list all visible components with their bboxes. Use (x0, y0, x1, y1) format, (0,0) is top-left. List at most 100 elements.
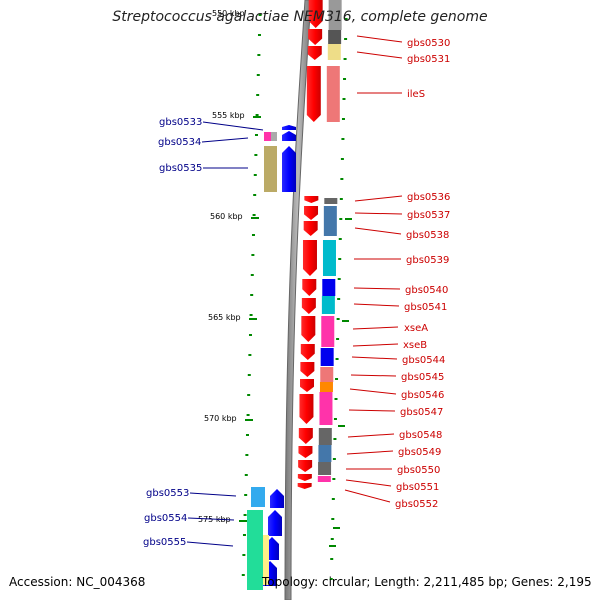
scale-tick (345, 218, 352, 220)
tick-mark (340, 158, 344, 160)
reverse-gene-arrow (297, 483, 312, 489)
gene-label[interactable]: gbs0537 (407, 210, 450, 221)
feature-block (318, 462, 332, 475)
tick-mark (331, 498, 335, 500)
tick-mark (333, 438, 337, 440)
tick-mark (341, 118, 345, 120)
gene-label[interactable]: gbs0545 (401, 372, 444, 383)
tick-mark (256, 74, 260, 76)
gene-label[interactable]: gbs0533 (159, 117, 202, 128)
tick-mark (253, 174, 257, 176)
feature-block (320, 348, 334, 366)
tick-mark (257, 54, 261, 56)
tick-marks (239, 14, 352, 580)
reverse-gene-arrow (302, 240, 317, 276)
gene-label[interactable]: gbs0546 (401, 390, 444, 401)
tick-mark (330, 558, 334, 560)
tick-mark (329, 578, 333, 580)
tick-mark (343, 78, 347, 80)
gene-labels-right: gbs0530 gbs0531 ileS gbs0536 gbs0537 gbs… (344, 35, 450, 510)
feature-block (319, 382, 333, 392)
feature-block (264, 132, 271, 141)
tick-mark (243, 514, 247, 516)
tick-mark (241, 574, 245, 576)
scale-tick (239, 520, 247, 522)
tick-mark (343, 58, 347, 60)
tick-mark (250, 294, 254, 296)
tick-mark (244, 474, 248, 476)
gene-label[interactable]: gbs0547 (400, 407, 443, 418)
tick-mark (338, 238, 342, 240)
feature-block (328, 0, 342, 30)
tick-mark (253, 194, 257, 196)
tick-mark (251, 234, 255, 236)
gene-label[interactable]: xseB (403, 340, 427, 351)
forward-gene-arrow (282, 146, 296, 192)
feature-block (263, 535, 269, 585)
feature-color-column (317, 0, 342, 482)
feature-block (271, 132, 277, 141)
gene-label[interactable]: gbs0549 (398, 447, 441, 458)
gene-label[interactable]: gbs0552 (395, 499, 438, 510)
gene-label[interactable]: gbs0539 (406, 255, 449, 266)
gene-label[interactable]: xseA (404, 323, 428, 334)
scale-560: 560 kbp (210, 212, 243, 221)
feature-block (322, 279, 336, 296)
feature-block (318, 445, 332, 462)
gene-label[interactable]: gbs0538 (406, 230, 449, 241)
reverse-gene-arrow (301, 298, 316, 314)
reverse-gene-arrow (298, 428, 313, 444)
forward-gene-arrow (270, 489, 284, 508)
reverse-gene-arrow (300, 344, 315, 360)
feature-block (327, 44, 341, 60)
scale-tick (251, 217, 259, 219)
gene-label[interactable]: gbs0553 (146, 488, 189, 499)
scale-labels: 550 kbp 555 kbp 560 kbp 565 kbp 570 kbp … (198, 9, 245, 524)
gene-label[interactable]: gbs0551 (396, 482, 439, 493)
forward-gene-arrow (282, 125, 296, 130)
reverse-strand-genes (297, 0, 323, 489)
tick-mark (335, 378, 339, 380)
reverse-gene-arrow (302, 279, 317, 296)
feature-block (324, 198, 338, 204)
scale-tick (342, 320, 349, 322)
tick-mark (242, 534, 246, 536)
forward-gene-arrow (282, 131, 296, 141)
tick-mark (333, 418, 337, 420)
tick-mark (258, 14, 262, 16)
scale-top-mark: 550 kbp (212, 9, 245, 18)
tick-mark (247, 374, 251, 376)
gene-label[interactable]: gbs0544 (402, 355, 445, 366)
gene-label[interactable]: gbs0548 (399, 430, 442, 441)
tick-mark (338, 258, 342, 260)
gene-label[interactable]: gbs0534 (158, 137, 201, 148)
tick-mark (254, 154, 258, 156)
tick-mark (334, 398, 338, 400)
gene-label[interactable]: gbs0540 (405, 285, 448, 296)
gene-label[interactable]: gbs0531 (407, 54, 450, 65)
reverse-gene-arrow (301, 316, 316, 342)
tick-mark (247, 394, 251, 396)
gene-label[interactable]: gbs0530 (407, 38, 450, 49)
feature-block (326, 66, 340, 122)
feature-block (328, 30, 342, 44)
gene-label[interactable]: gbs0555 (143, 537, 186, 548)
gene-label[interactable]: gbs0535 (159, 163, 202, 174)
gene-label[interactable]: gbs0536 (407, 192, 450, 203)
tick-mark (257, 34, 261, 36)
scale-tick (329, 545, 336, 547)
tick-mark (332, 478, 336, 480)
gene-label[interactable]: gbs0554 (144, 513, 187, 524)
gene-label[interactable]: ileS (407, 89, 425, 100)
gene-label[interactable]: gbs0550 (397, 465, 440, 476)
tick-mark (248, 354, 252, 356)
reverse-gene-arrow (307, 46, 322, 60)
gene-label[interactable]: gbs0541 (404, 302, 447, 313)
feature-block (320, 367, 334, 382)
tick-mark (255, 114, 259, 116)
scale-555: 555 kbp (212, 111, 245, 120)
reverse-gene-arrow (299, 394, 314, 424)
tick-mark (344, 18, 348, 20)
gene-labels-left: gbs0533 gbs0534 gbs0535 gbs0553 gbs0554 … (143, 117, 264, 548)
